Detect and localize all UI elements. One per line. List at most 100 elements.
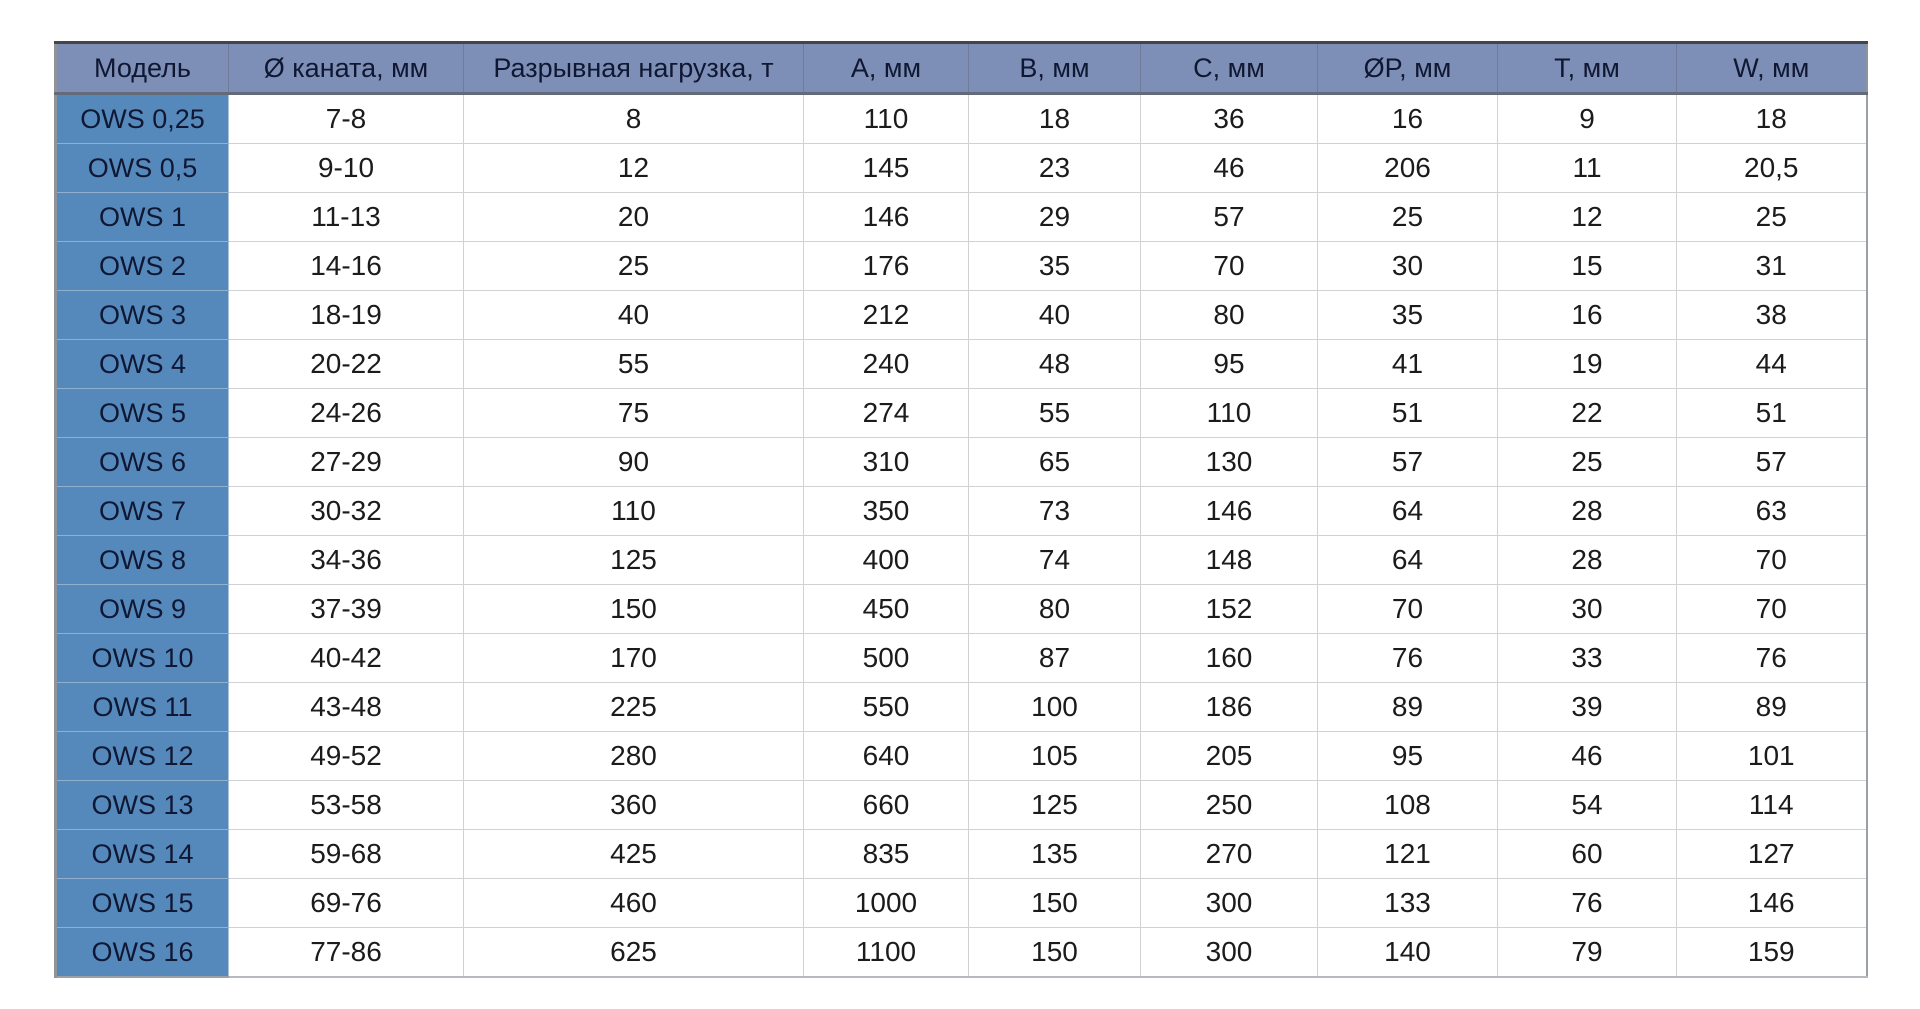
table-row: OWS 2 14-16 25 176 35 70 30 15 31	[54, 241, 1868, 291]
cell-breaking-load: 460	[463, 878, 804, 928]
cell-dim-t: 28	[1497, 535, 1677, 585]
cell-breaking-load: 425	[463, 829, 804, 879]
cell-dim-c: 70	[1140, 241, 1318, 291]
cell-dim-w: 127	[1676, 829, 1868, 879]
cell-rope-diameter: 77-86	[228, 927, 464, 978]
cell-dim-c: 300	[1140, 878, 1318, 928]
cell-dim-t: 76	[1497, 878, 1677, 928]
cell-rope-diameter: 59-68	[228, 829, 464, 879]
cell-dim-a: 1100	[803, 927, 969, 978]
cell-dim-t: 54	[1497, 780, 1677, 830]
cell-rope-diameter: 7-8	[228, 93, 464, 144]
cell-dim-c: 270	[1140, 829, 1318, 879]
cell-dim-b: 105	[968, 731, 1141, 781]
cell-dim-b: 74	[968, 535, 1141, 585]
cell-model: OWS 12	[54, 731, 229, 781]
cell-dim-t: 15	[1497, 241, 1677, 291]
cell-breaking-load: 225	[463, 682, 804, 732]
cell-dim-c: 130	[1140, 437, 1318, 487]
cell-dim-a: 400	[803, 535, 969, 585]
cell-dim-w: 51	[1676, 388, 1868, 438]
cell-model: OWS 4	[54, 339, 229, 389]
cell-dim-p: 41	[1317, 339, 1498, 389]
cell-dim-t: 33	[1497, 633, 1677, 683]
cell-dim-b: 35	[968, 241, 1141, 291]
table-row: OWS 7 30-32 110 350 73 146 64 28 63	[54, 486, 1868, 536]
cell-dim-c: 146	[1140, 486, 1318, 536]
cell-dim-c: 46	[1140, 143, 1318, 193]
cell-dim-w: 114	[1676, 780, 1868, 830]
cell-dim-a: 1000	[803, 878, 969, 928]
cell-dim-b: 55	[968, 388, 1141, 438]
cell-dim-c: 160	[1140, 633, 1318, 683]
cell-dim-t: 11	[1497, 143, 1677, 193]
cell-dim-w: 38	[1676, 290, 1868, 340]
cell-dim-t: 39	[1497, 682, 1677, 732]
cell-dim-a: 240	[803, 339, 969, 389]
table-row: OWS 9 37-39 150 450 80 152 70 30 70	[54, 584, 1868, 634]
cell-model: OWS 7	[54, 486, 229, 536]
table-row: OWS 0,25 7-8 8 110 18 36 16 9 18	[54, 93, 1868, 144]
cell-dim-c: 36	[1140, 93, 1318, 144]
cell-dim-t: 25	[1497, 437, 1677, 487]
table-row: OWS 13 53-58 360 660 125 250 108 54 114	[54, 780, 1868, 830]
cell-rope-diameter: 43-48	[228, 682, 464, 732]
cell-dim-c: 95	[1140, 339, 1318, 389]
cell-dim-c: 148	[1140, 535, 1318, 585]
cell-dim-b: 87	[968, 633, 1141, 683]
cell-dim-a: 274	[803, 388, 969, 438]
cell-dim-w: 89	[1676, 682, 1868, 732]
cell-rope-diameter: 40-42	[228, 633, 464, 683]
cell-dim-b: 150	[968, 927, 1141, 978]
cell-dim-c: 300	[1140, 927, 1318, 978]
cell-dim-t: 60	[1497, 829, 1677, 879]
cell-dim-p: 206	[1317, 143, 1498, 193]
column-header-dim-t: T, мм	[1497, 41, 1677, 95]
cell-breaking-load: 360	[463, 780, 804, 830]
cell-breaking-load: 280	[463, 731, 804, 781]
column-header-dim-p: ØP, мм	[1317, 41, 1498, 95]
cell-rope-diameter: 11-13	[228, 192, 464, 242]
cell-breaking-load: 125	[463, 535, 804, 585]
cell-rope-diameter: 34-36	[228, 535, 464, 585]
cell-breaking-load: 150	[463, 584, 804, 634]
column-header-rope-diameter: Ø каната, мм	[228, 41, 464, 95]
cell-dim-w: 57	[1676, 437, 1868, 487]
cell-dim-p: 70	[1317, 584, 1498, 634]
table-row: OWS 11 43-48 225 550 100 186 89 39 89	[54, 682, 1868, 732]
cell-dim-w: 63	[1676, 486, 1868, 536]
cell-dim-w: 25	[1676, 192, 1868, 242]
cell-model: OWS 9	[54, 584, 229, 634]
cell-dim-b: 65	[968, 437, 1141, 487]
cell-dim-t: 22	[1497, 388, 1677, 438]
cell-rope-diameter: 27-29	[228, 437, 464, 487]
cell-rope-diameter: 18-19	[228, 290, 464, 340]
column-header-dim-a: A, мм	[803, 41, 969, 95]
table-row: OWS 10 40-42 170 500 87 160 76 33 76	[54, 633, 1868, 683]
cell-dim-w: 159	[1676, 927, 1868, 978]
cell-dim-c: 250	[1140, 780, 1318, 830]
table-row: OWS 12 49-52 280 640 105 205 95 46 101	[54, 731, 1868, 781]
table-row: OWS 3 18-19 40 212 40 80 35 16 38	[54, 290, 1868, 340]
cell-dim-p: 140	[1317, 927, 1498, 978]
cell-dim-a: 110	[803, 93, 969, 144]
cell-dim-a: 310	[803, 437, 969, 487]
cell-dim-a: 640	[803, 731, 969, 781]
cell-dim-a: 350	[803, 486, 969, 536]
cell-dim-t: 30	[1497, 584, 1677, 634]
cell-breaking-load: 625	[463, 927, 804, 978]
cell-dim-a: 176	[803, 241, 969, 291]
cell-dim-b: 135	[968, 829, 1141, 879]
cell-dim-b: 40	[968, 290, 1141, 340]
cell-rope-diameter: 69-76	[228, 878, 464, 928]
cell-breaking-load: 40	[463, 290, 804, 340]
table-row: OWS 1 11-13 20 146 29 57 25 12 25	[54, 192, 1868, 242]
cell-dim-w: 31	[1676, 241, 1868, 291]
cell-dim-t: 46	[1497, 731, 1677, 781]
cell-dim-t: 28	[1497, 486, 1677, 536]
cell-breaking-load: 25	[463, 241, 804, 291]
cell-dim-b: 48	[968, 339, 1141, 389]
cell-dim-b: 150	[968, 878, 1141, 928]
cell-rope-diameter: 49-52	[228, 731, 464, 781]
